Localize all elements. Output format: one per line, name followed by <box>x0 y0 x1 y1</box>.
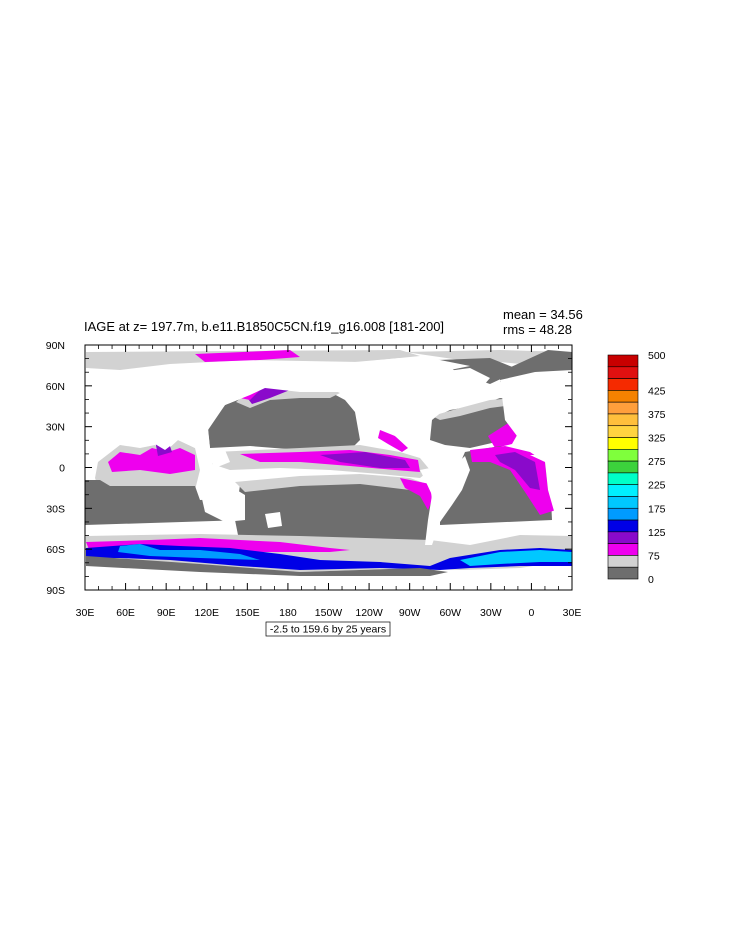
mean-stat: mean = 34.56 <box>503 307 583 322</box>
lon-tick-label: 30W <box>480 607 502 619</box>
lat-tick-label: 0 <box>59 463 65 475</box>
lon-tick-label: 90W <box>399 607 421 619</box>
lon-tick-label: 30E <box>563 607 582 619</box>
lon-tick-label: 60E <box>116 607 135 619</box>
lat-tick-label: 60S <box>46 544 65 556</box>
rms-stat: rms = 48.28 <box>503 322 572 337</box>
lat-tick-label: 60N <box>46 381 65 393</box>
colorbar-swatch <box>607 555 639 568</box>
south-pacific-field <box>235 474 432 545</box>
lon-tick-label: 120W <box>355 607 383 619</box>
land-mask <box>86 358 572 545</box>
lon-tick-label: 90E <box>157 607 176 619</box>
colorbar-label: 325 <box>648 433 666 445</box>
colorbar-swatch <box>607 472 639 485</box>
lat-tick-label: 30N <box>46 422 65 434</box>
latitude-axis: 90N 60N 30N 0 30S 60S 90S <box>46 340 572 597</box>
colorbar-swatch <box>607 449 639 462</box>
colorbar-swatch <box>607 484 639 497</box>
colorbar-swatch <box>607 507 639 521</box>
equatorial-pacific-field <box>212 430 430 478</box>
lon-tick-label: 60W <box>439 607 461 619</box>
colorbar-label: 125 <box>648 527 666 539</box>
colorbar-swatch <box>607 390 639 403</box>
colorbar-swatch <box>607 519 639 533</box>
lon-tick-label: 120E <box>194 607 219 619</box>
lon-tick-label: 150E <box>235 607 260 619</box>
longitude-axis: 30E 60E 90E 120E 150E 180 150W 120W 90W 60W 30W 0 30… <box>76 345 582 619</box>
map-area <box>84 344 573 591</box>
lat-tick-label: 90S <box>46 585 65 597</box>
contour-interval-text: -2.5 to 159.6 by 25 years <box>270 624 386 636</box>
colorbar-swatch <box>607 496 639 509</box>
plot-title: IAGE at z= 197.7m, b.e11.B1850C5CN.f19_g… <box>84 319 444 334</box>
colorbar-swatch <box>607 460 639 474</box>
lon-tick-label: 30E <box>76 607 95 619</box>
colorbar-swatch <box>607 378 639 391</box>
colorbar-label: 500 <box>648 350 666 362</box>
lon-tick-label: 180 <box>279 607 297 619</box>
lon-tick-label: 0 <box>528 607 534 619</box>
colorbar: 500 425 375 325 275 225 175 125 75 0 <box>607 350 666 586</box>
colorbar-label: 375 <box>648 409 666 421</box>
colorbar-swatch <box>607 566 639 580</box>
contour-interval-note: -2.5 to 159.6 by 25 years <box>265 621 391 637</box>
colorbar-swatch <box>607 543 639 556</box>
colorbar-label: 425 <box>648 385 666 397</box>
colorbar-label: 0 <box>648 574 654 586</box>
colorbar-swatch <box>607 425 639 438</box>
colorbar-label: 275 <box>648 456 666 468</box>
colorbar-swatch <box>607 531 639 544</box>
colorbar-label: 225 <box>648 480 666 492</box>
colorbar-swatch <box>607 366 639 379</box>
colorbar-label: 175 <box>648 503 666 515</box>
colorbar-label: 75 <box>648 550 660 562</box>
southern-ocean-field <box>86 534 572 576</box>
colorbar-swatch <box>607 437 639 450</box>
lat-tick-label: 30S <box>46 503 65 515</box>
colorbar-swatch <box>607 413 639 427</box>
lat-tick-label: 90N <box>46 340 65 352</box>
colorbar-swatch <box>607 354 639 368</box>
lon-tick-label: 150W <box>315 607 343 619</box>
colorbar-swatch <box>607 401 639 415</box>
